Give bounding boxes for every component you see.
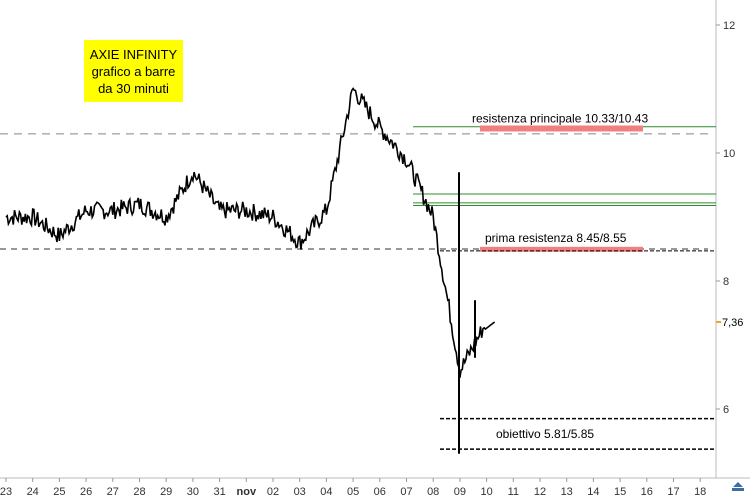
x-tick-label: 07	[400, 486, 412, 498]
x-tick-label: 14	[587, 486, 599, 498]
scroll-arrow-base-icon	[732, 488, 744, 491]
x-tick-label: 25	[53, 486, 65, 498]
title-line-2: grafico a barre	[91, 63, 176, 79]
x-tick-label: 11	[508, 486, 519, 498]
chart-title-box: AXIE INFINITY grafico a barre da 30 minu…	[84, 40, 183, 102]
x-tick-label: 29	[160, 486, 172, 498]
y-tick-label: 12	[723, 20, 735, 32]
x-tick-label: 23	[0, 486, 12, 498]
x-tick-label: nov	[237, 486, 257, 498]
price-line	[5, 87, 496, 378]
x-tick-label: 30	[187, 486, 199, 498]
x-tick-label: 06	[374, 486, 386, 498]
y-tick-label: 10	[723, 148, 735, 160]
level-label-main: resistenza principale 10.33/10.43	[472, 111, 648, 125]
y-tick-label: 6	[723, 404, 729, 416]
x-tick-label: 09	[454, 486, 466, 498]
x-tick-label: 02	[267, 486, 279, 498]
x-tick-label: 13	[561, 486, 573, 498]
scroll-arrow-icon	[733, 482, 743, 487]
title-line-1: AXIE INFINITY	[89, 46, 178, 62]
x-tick-label: 05	[347, 486, 359, 498]
x-tick-label: 31	[213, 486, 225, 498]
x-tick-label: 24	[27, 486, 39, 498]
x-tick-label: 26	[80, 486, 92, 498]
last-price-label: 7,36	[722, 317, 743, 329]
y-tick-label: 8	[723, 276, 729, 288]
resistance-band-main	[480, 125, 643, 132]
x-tick-label: 16	[641, 486, 653, 498]
x-tick-label: 15	[614, 486, 626, 498]
x-tick-label: 04	[320, 486, 332, 498]
x-tick-label: 18	[694, 486, 706, 498]
x-tick-label: 12	[534, 486, 546, 498]
x-tick-label: 28	[133, 486, 145, 498]
x-tick-label: 08	[427, 486, 439, 498]
title-line-3: da 30 minuti	[98, 80, 169, 96]
x-tick-label: 03	[294, 486, 306, 498]
x-tick-label: 10	[480, 486, 492, 498]
level-label-first: prima resistenza 8.45/8.55	[485, 231, 627, 245]
resistance-band-first	[480, 246, 643, 252]
x-tick-label: 27	[107, 486, 119, 498]
x-tick-label: 17	[667, 486, 679, 498]
level-label-target: obiettivo 5.81/5.85	[496, 427, 594, 441]
